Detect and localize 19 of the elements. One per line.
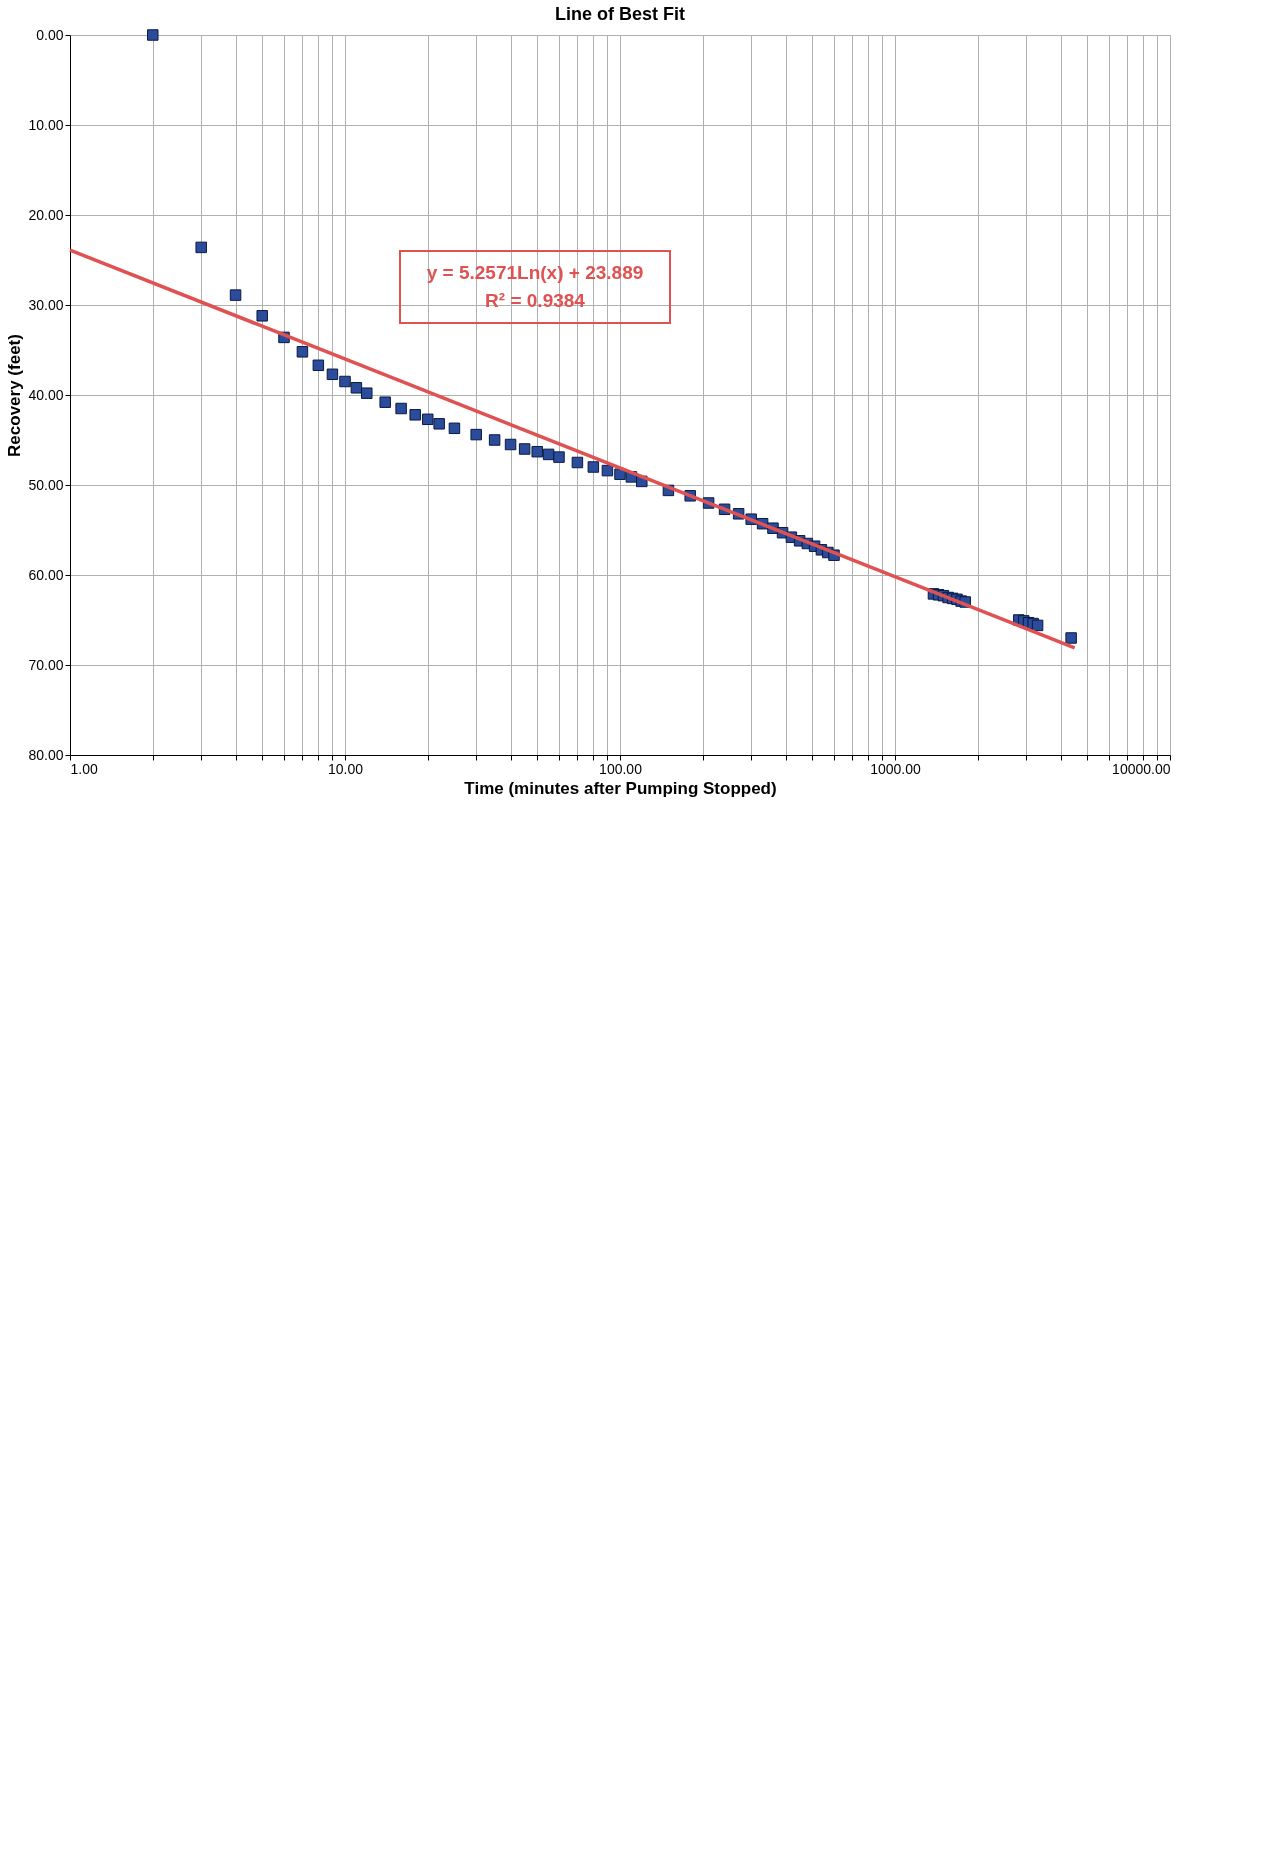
x-axis-title: Time (minutes after Pumping Stopped) [464,778,777,798]
x-tick-label: 1000.00 [870,760,922,777]
y-axis-title: Recovery (feet) [5,334,25,457]
x-tick-label: 10000.00 [1112,760,1171,777]
x-tick-label: 10.00 [327,760,364,777]
y-tick-label: 40.00 [28,386,64,403]
chart-title: Line of Best Fit [555,3,685,24]
y-tick-label: 0.00 [36,26,64,43]
y-tick-label: 10.00 [28,116,64,133]
x-tick-label: 1.00 [70,760,98,777]
y-tick-label: 70.00 [28,656,64,673]
y-tick-label: 50.00 [28,476,64,493]
annotation: R² = 0.9384 [485,290,586,311]
y-tick-label: 80.00 [28,746,64,763]
y-tick-label: 60.00 [28,566,64,583]
y-tick-label: 20.00 [28,206,64,223]
y-tick-label: 30.00 [28,296,64,313]
x-tick-label: 100.00 [599,760,643,777]
annotation: y = 5.2571Ln(x) + 23.889 [426,262,644,283]
